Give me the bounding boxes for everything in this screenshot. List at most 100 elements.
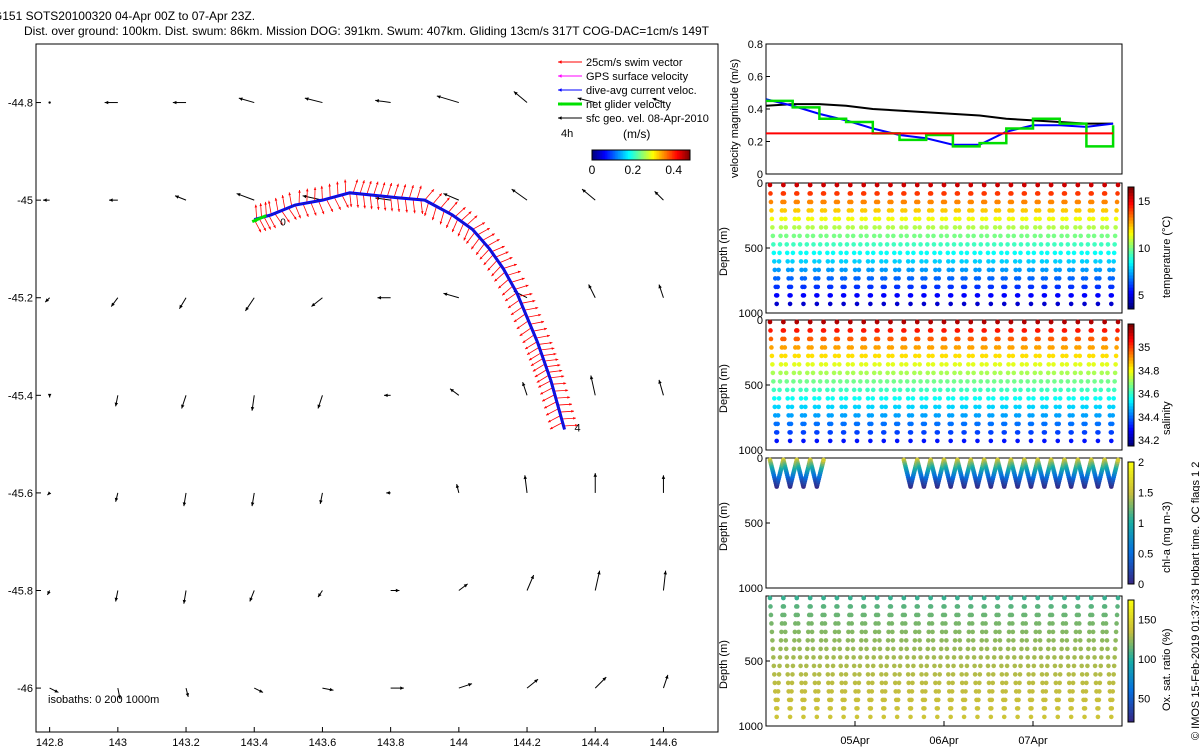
profile-sample-point xyxy=(917,370,923,376)
profile-sample-point xyxy=(1019,233,1024,239)
swim-vector xyxy=(479,248,490,260)
swim-vector xyxy=(495,251,509,258)
geo-velocity-vector-head xyxy=(443,193,448,197)
profile-sample-point xyxy=(1032,233,1038,239)
swim-vector xyxy=(412,199,416,214)
profile-sample-point xyxy=(808,191,813,196)
map-y-tick-label: -46 xyxy=(17,683,33,695)
geo-velocity-vector xyxy=(375,99,391,104)
map-y-tick-label: -45 xyxy=(17,195,33,207)
profile-sample-point xyxy=(910,680,915,686)
profile-sample-point xyxy=(859,362,864,367)
profile-sample-point xyxy=(828,284,834,290)
profile-sample-point xyxy=(982,199,988,205)
profile-sample-point xyxy=(1031,396,1036,401)
profile-sample-point xyxy=(1030,276,1035,281)
profile-sample-point xyxy=(1036,612,1041,618)
profile-sample-point xyxy=(919,396,924,401)
profile-sample-point xyxy=(957,646,963,652)
swim-vector-head xyxy=(549,341,553,345)
profile-sample-point xyxy=(1032,379,1037,384)
profile-sample-point xyxy=(777,387,782,393)
map-x-tick-label: 143 xyxy=(109,737,127,749)
profile-sample-point xyxy=(978,387,983,393)
profile-sample-point xyxy=(816,267,822,273)
profile-sample-point xyxy=(982,604,987,609)
colorbar-cell xyxy=(680,150,683,160)
profile-sample-point xyxy=(956,353,962,359)
profile-sample-point xyxy=(897,672,902,677)
profile-sample-point xyxy=(868,293,874,298)
swim-vector xyxy=(424,188,435,201)
profile-colorbar-tick-label: 150 xyxy=(1138,615,1156,627)
profile-sample-point xyxy=(1036,336,1041,342)
profile-sample-point xyxy=(830,250,836,256)
profile-sample-point xyxy=(1095,438,1101,444)
profile-colorbar-cell xyxy=(1128,474,1134,478)
profile-sample-point xyxy=(882,697,888,703)
profile-sample-point xyxy=(931,646,936,652)
profile-sample-point xyxy=(1031,250,1037,256)
profile-sample-point xyxy=(1093,259,1098,264)
profile-sample-point xyxy=(912,233,917,239)
profile-sample-point xyxy=(818,225,824,230)
profile-sample-point xyxy=(774,293,780,298)
profile-sample-point xyxy=(1030,689,1035,694)
profile-sample-point xyxy=(1099,225,1105,230)
profile-sample-point xyxy=(958,379,964,384)
profile-colorbar-cell xyxy=(1128,667,1134,671)
swim-vector xyxy=(320,185,324,201)
profile-sample-point xyxy=(991,387,997,393)
profile-sample-point xyxy=(922,293,927,298)
profile-sample-point xyxy=(769,208,774,213)
geo-velocity-vector xyxy=(114,395,119,407)
profile-sample-point xyxy=(834,182,840,188)
profile-sample-point xyxy=(842,413,848,418)
profile-sample-point xyxy=(1043,697,1048,703)
profile-sample-point xyxy=(1068,438,1074,444)
legend-swatch xyxy=(558,60,582,64)
profile-sample-point xyxy=(836,353,842,359)
profile-sample-point xyxy=(895,706,900,711)
profile-colorbar-cell xyxy=(1128,342,1134,346)
profile-sample-point xyxy=(797,379,803,384)
profile-sample-point xyxy=(871,233,877,239)
profile-sample-point xyxy=(924,379,930,384)
profile-sample-point xyxy=(798,259,804,264)
profile-sample-point xyxy=(892,672,898,677)
swim-vector-head xyxy=(259,203,263,207)
profile-colorbar-cell xyxy=(1128,618,1134,622)
profile-sample-point xyxy=(1064,216,1069,222)
profile-sample-point xyxy=(805,629,811,635)
profile-sample-point xyxy=(843,259,849,264)
profile-sample-point xyxy=(782,216,788,222)
swim-vector xyxy=(463,227,470,241)
profile-sample-point xyxy=(825,259,831,264)
profile-sample-point xyxy=(1010,216,1016,222)
profile-sample-point xyxy=(809,353,815,359)
time-tick-label: 06Apr xyxy=(929,735,959,747)
colorbar-cell xyxy=(600,150,603,160)
profile-sample-point xyxy=(990,267,996,273)
profile-sample-point xyxy=(1057,404,1062,410)
geo-velocity-vector-head xyxy=(250,406,255,411)
profile-sample-point xyxy=(849,353,855,359)
profile-sample-point xyxy=(1003,267,1009,273)
profile-sample-point xyxy=(1109,714,1114,720)
profile-panel-frame xyxy=(765,457,1123,589)
profile-sample-point xyxy=(971,646,976,652)
profile-sample-point xyxy=(1000,404,1005,410)
swim-vector xyxy=(393,183,399,198)
profile-sample-point xyxy=(1035,191,1041,196)
profile-colorbar-cell xyxy=(1128,351,1134,355)
geo-velocity-vector xyxy=(652,97,664,104)
profile-sample-point xyxy=(782,208,788,213)
colorbar-cell xyxy=(631,150,634,160)
profile-y-tick-label: 1000 xyxy=(739,721,763,733)
profile-sample-point xyxy=(812,396,817,401)
profile-sample-point xyxy=(963,267,969,273)
profile-sample-point xyxy=(1042,293,1048,298)
profile-sample-point xyxy=(835,199,841,205)
isobaths-label: isobaths: 0 200 1000m xyxy=(48,694,159,706)
profile-sample-point xyxy=(916,353,922,359)
